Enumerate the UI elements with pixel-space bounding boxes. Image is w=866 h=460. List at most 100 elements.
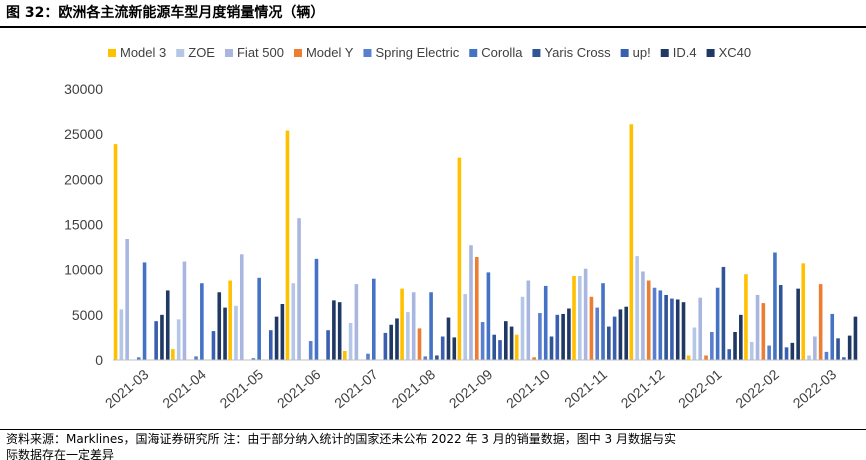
- legend-label-8: ID.4: [673, 45, 697, 60]
- x-tick-label-9: 2021-12: [618, 366, 668, 411]
- bar-10-2: [698, 297, 703, 360]
- bar-7-3: [532, 357, 536, 360]
- y-tick-label-5: 25000: [64, 126, 103, 142]
- bar-5-8: [446, 317, 451, 360]
- x-tick-label-0: 2021-03: [102, 366, 152, 411]
- legend-label-9: XC40: [719, 45, 752, 60]
- bar-1-7: [211, 331, 216, 360]
- bar-5-7: [440, 336, 445, 360]
- bar-12-5: [830, 313, 835, 360]
- bar-10-8: [733, 332, 737, 360]
- bar-4-1: [348, 322, 353, 360]
- x-tick-label-10: 2022-01: [675, 366, 725, 411]
- bar-4-2: [354, 284, 359, 360]
- bar-0-5: [142, 262, 147, 360]
- bar-11-7: [784, 347, 789, 360]
- bar-5-4: [423, 356, 428, 360]
- x-tick-label-8: 2021-11: [561, 366, 610, 411]
- bar-11-8: [790, 342, 795, 360]
- bar-12-4: [824, 351, 829, 360]
- legend-swatch-2: [224, 49, 233, 57]
- bar-7-0: [514, 334, 519, 360]
- bar-10-0: [686, 355, 691, 360]
- bar-8-6: [607, 326, 611, 360]
- y-tick-label-6: 30000: [64, 81, 103, 97]
- source-line-2: 际数据存在一定差异: [6, 448, 115, 460]
- legend-swatch-5: [469, 49, 478, 57]
- bar-10-6: [721, 266, 726, 360]
- bar-12-3: [818, 284, 823, 360]
- legend-swatch-9: [706, 49, 715, 57]
- bar-5-0: [400, 288, 404, 360]
- bar-1-1: [176, 319, 181, 360]
- bar-6-3: [475, 257, 479, 360]
- x-tick-label-7: 2021-10: [503, 366, 553, 411]
- bar-9-4: [652, 287, 657, 360]
- legend-label-0: Model 3: [120, 45, 166, 60]
- bar-0-1: [119, 309, 124, 360]
- legend-swatch-7: [620, 49, 629, 57]
- chart-bars: [113, 124, 858, 360]
- bar-9-8: [675, 299, 680, 360]
- bar-10-9: [739, 314, 743, 360]
- x-tick-label-2: 2021-05: [217, 366, 267, 411]
- bar-10-5: [715, 287, 720, 360]
- y-tick-label-0: 0: [95, 352, 103, 368]
- bar-3-7: [326, 330, 330, 360]
- x-tick-label-1: 2021-04: [159, 366, 209, 411]
- bar-4-0: [342, 350, 347, 360]
- bar-10-3: [704, 355, 708, 360]
- y-tick-label-1: 5000: [72, 307, 103, 323]
- legend-swatch-6: [532, 49, 541, 57]
- bar-3-0: [285, 130, 290, 360]
- bar-11-6: [778, 285, 783, 360]
- legend-label-4: Spring Electric: [375, 45, 459, 60]
- bar-8-4: [595, 307, 600, 360]
- bar-8-0: [572, 275, 576, 360]
- bar-1-5: [200, 283, 204, 360]
- bar-1-0: [171, 349, 175, 360]
- bar-12-8: [847, 335, 852, 360]
- bar-9-2: [641, 271, 645, 360]
- bar-12-7: [842, 357, 846, 360]
- bar-4-5: [371, 278, 376, 360]
- bar-8-3: [589, 296, 594, 360]
- bar-7-7: [555, 314, 560, 360]
- bar-4-4: [366, 353, 370, 360]
- y-tick-label-3: 15000: [64, 217, 103, 233]
- legend-label-1: ZOE: [188, 45, 215, 60]
- bar-2-7: [268, 330, 273, 360]
- source-note: 资料来源：Marklines，国海证券研究所 注：由于部分纳入统计的国家还未公布…: [6, 431, 862, 460]
- bar-0-9: [165, 290, 170, 360]
- bar-3-1: [291, 283, 296, 360]
- bar-10-1: [692, 327, 697, 360]
- bar-5-1: [406, 312, 410, 360]
- bar-10-4: [710, 332, 714, 360]
- bar-7-9: [567, 308, 571, 360]
- bar-1-2: [182, 261, 187, 360]
- bar-5-5: [429, 292, 433, 360]
- bar-0-2: [125, 238, 129, 360]
- bar-0-0: [113, 144, 118, 360]
- y-tick-label-2: 10000: [64, 262, 103, 278]
- bar-8-5: [601, 283, 605, 360]
- bar-7-8: [561, 313, 565, 360]
- bar-1-8: [217, 292, 222, 360]
- bar-2-0: [228, 280, 232, 360]
- bar-7-6: [549, 336, 554, 360]
- bar-11-5: [773, 252, 777, 360]
- bar-7-2: [526, 280, 531, 360]
- bar-12-0: [801, 263, 806, 360]
- y-tick-label-4: 20000: [64, 171, 103, 187]
- bar-11-3: [761, 303, 766, 360]
- bar-9-9: [681, 302, 686, 360]
- bar-6-0: [457, 157, 462, 360]
- bar-8-2: [583, 268, 588, 360]
- bar-12-1: [807, 355, 811, 360]
- title-divider: [0, 26, 866, 28]
- y-axis: 0 5000 10000 15000 20000 25000 30000: [64, 81, 103, 368]
- bar-5-3: [417, 328, 422, 360]
- bar-9-1: [635, 256, 639, 360]
- bar-3-5: [314, 258, 319, 360]
- bar-6-2: [469, 245, 473, 360]
